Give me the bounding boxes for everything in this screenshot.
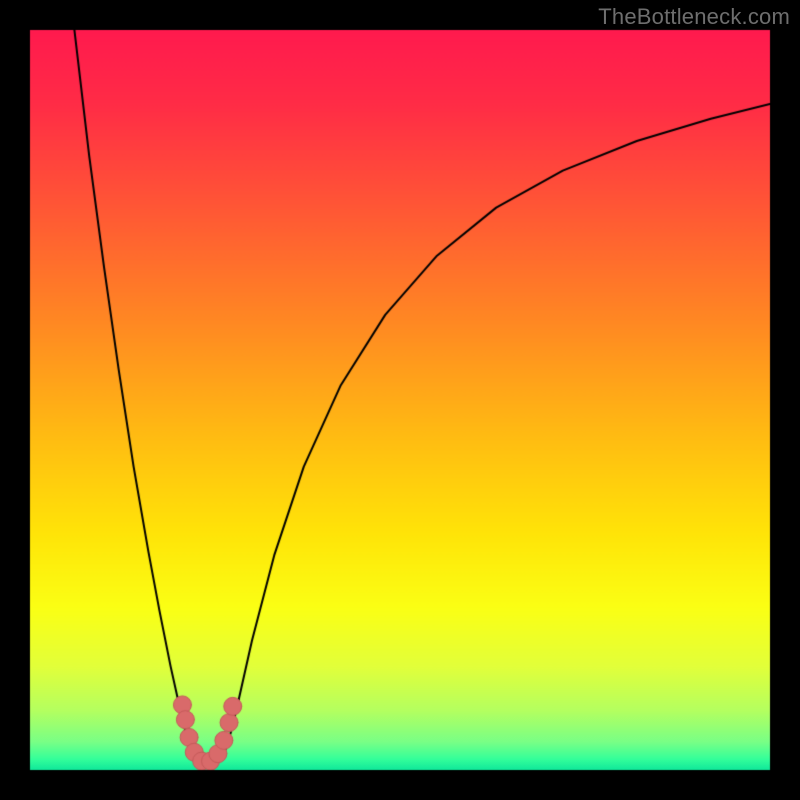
bottleneck-chart-canvas <box>0 0 800 800</box>
watermark-text: TheBottleneck.com <box>598 4 790 30</box>
chart-container: TheBottleneck.com <box>0 0 800 800</box>
